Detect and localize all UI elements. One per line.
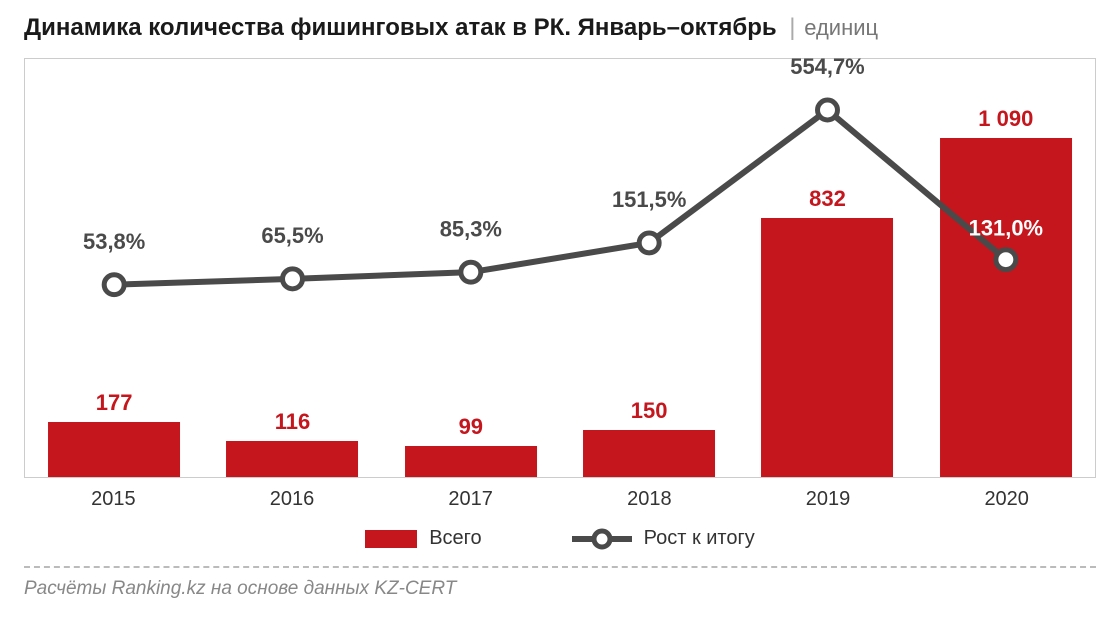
- footer-source: Расчёты Ranking.kz на основе данных KZ-C…: [24, 578, 1096, 600]
- title-main: Динамика количества фишинговых атак в РК…: [24, 14, 777, 41]
- legend-swatch-bar: [365, 530, 417, 548]
- line-marker: [461, 262, 481, 282]
- x-tick: 2018: [560, 488, 739, 511]
- line-marker: [639, 233, 659, 253]
- pct-label: 65,5%: [261, 223, 323, 248]
- line-marker: [818, 100, 838, 120]
- x-tick: 2020: [917, 488, 1096, 511]
- line-marker: [996, 250, 1016, 270]
- footer-divider: [24, 566, 1096, 568]
- legend-item-bars: Всего: [365, 527, 481, 550]
- line-layer: 53,8%65,5%85,3%151,5%554,7%131,0%: [25, 59, 1095, 477]
- legend-label-bars: Всего: [429, 527, 481, 550]
- pct-label: 53,8%: [83, 229, 145, 254]
- legend: Всего Рост к итогу: [24, 511, 1096, 564]
- plot-area: 177116991508321 090 53,8%65,5%85,3%151,5…: [24, 58, 1096, 478]
- title-unit: единиц: [804, 15, 878, 40]
- trend-line: [114, 110, 1006, 285]
- chart-title: Динамика количества фишинговых атак в РК…: [24, 14, 1096, 58]
- x-tick: 2019: [739, 488, 918, 511]
- legend-label-line: Рост к итогу: [644, 527, 755, 550]
- pct-label: 131,0%: [969, 216, 1043, 241]
- chart-container: Динамика количества фишинговых атак в РК…: [0, 0, 1120, 631]
- legend-swatch-line: [572, 529, 632, 549]
- pct-label: 151,5%: [612, 187, 686, 212]
- x-tick: 2015: [24, 488, 203, 511]
- line-marker: [104, 275, 124, 295]
- title-separator: |: [783, 14, 803, 41]
- x-tick: 2017: [381, 488, 560, 511]
- pct-label: 554,7%: [790, 54, 864, 79]
- x-tick: 2016: [203, 488, 382, 511]
- line-marker: [283, 269, 303, 289]
- pct-label: 85,3%: [440, 216, 502, 241]
- x-axis: 201520162017201820192020: [24, 478, 1096, 511]
- legend-item-line: Рост к итогу: [572, 527, 755, 550]
